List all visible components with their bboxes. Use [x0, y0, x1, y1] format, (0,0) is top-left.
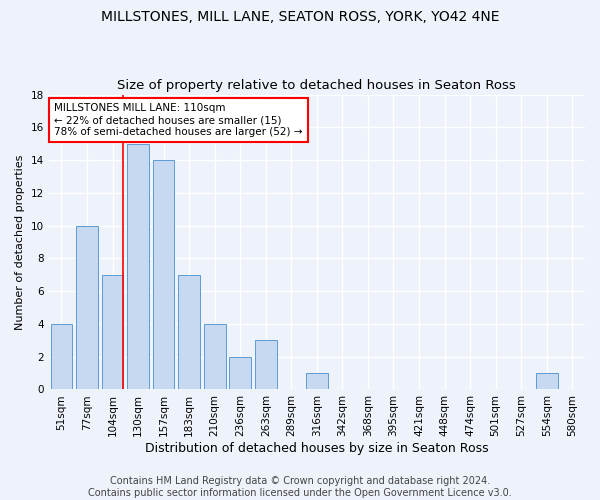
Bar: [127, 144, 149, 390]
Bar: [306, 373, 328, 390]
Text: MILLSTONES, MILL LANE, SEATON ROSS, YORK, YO42 4NE: MILLSTONES, MILL LANE, SEATON ROSS, YORK…: [101, 10, 499, 24]
X-axis label: Distribution of detached houses by size in Seaton Ross: Distribution of detached houses by size …: [145, 442, 488, 455]
Bar: [255, 340, 277, 390]
Bar: [229, 356, 251, 390]
Bar: [536, 373, 557, 390]
Bar: [101, 275, 124, 390]
Text: MILLSTONES MILL LANE: 110sqm
← 22% of detached houses are smaller (15)
78% of se: MILLSTONES MILL LANE: 110sqm ← 22% of de…: [54, 104, 302, 136]
Text: Contains HM Land Registry data © Crown copyright and database right 2024.
Contai: Contains HM Land Registry data © Crown c…: [88, 476, 512, 498]
Bar: [76, 226, 98, 390]
Title: Size of property relative to detached houses in Seaton Ross: Size of property relative to detached ho…: [118, 79, 516, 92]
Y-axis label: Number of detached properties: Number of detached properties: [15, 154, 25, 330]
Bar: [204, 324, 226, 390]
Bar: [50, 324, 72, 390]
Bar: [178, 275, 200, 390]
Bar: [153, 160, 175, 390]
